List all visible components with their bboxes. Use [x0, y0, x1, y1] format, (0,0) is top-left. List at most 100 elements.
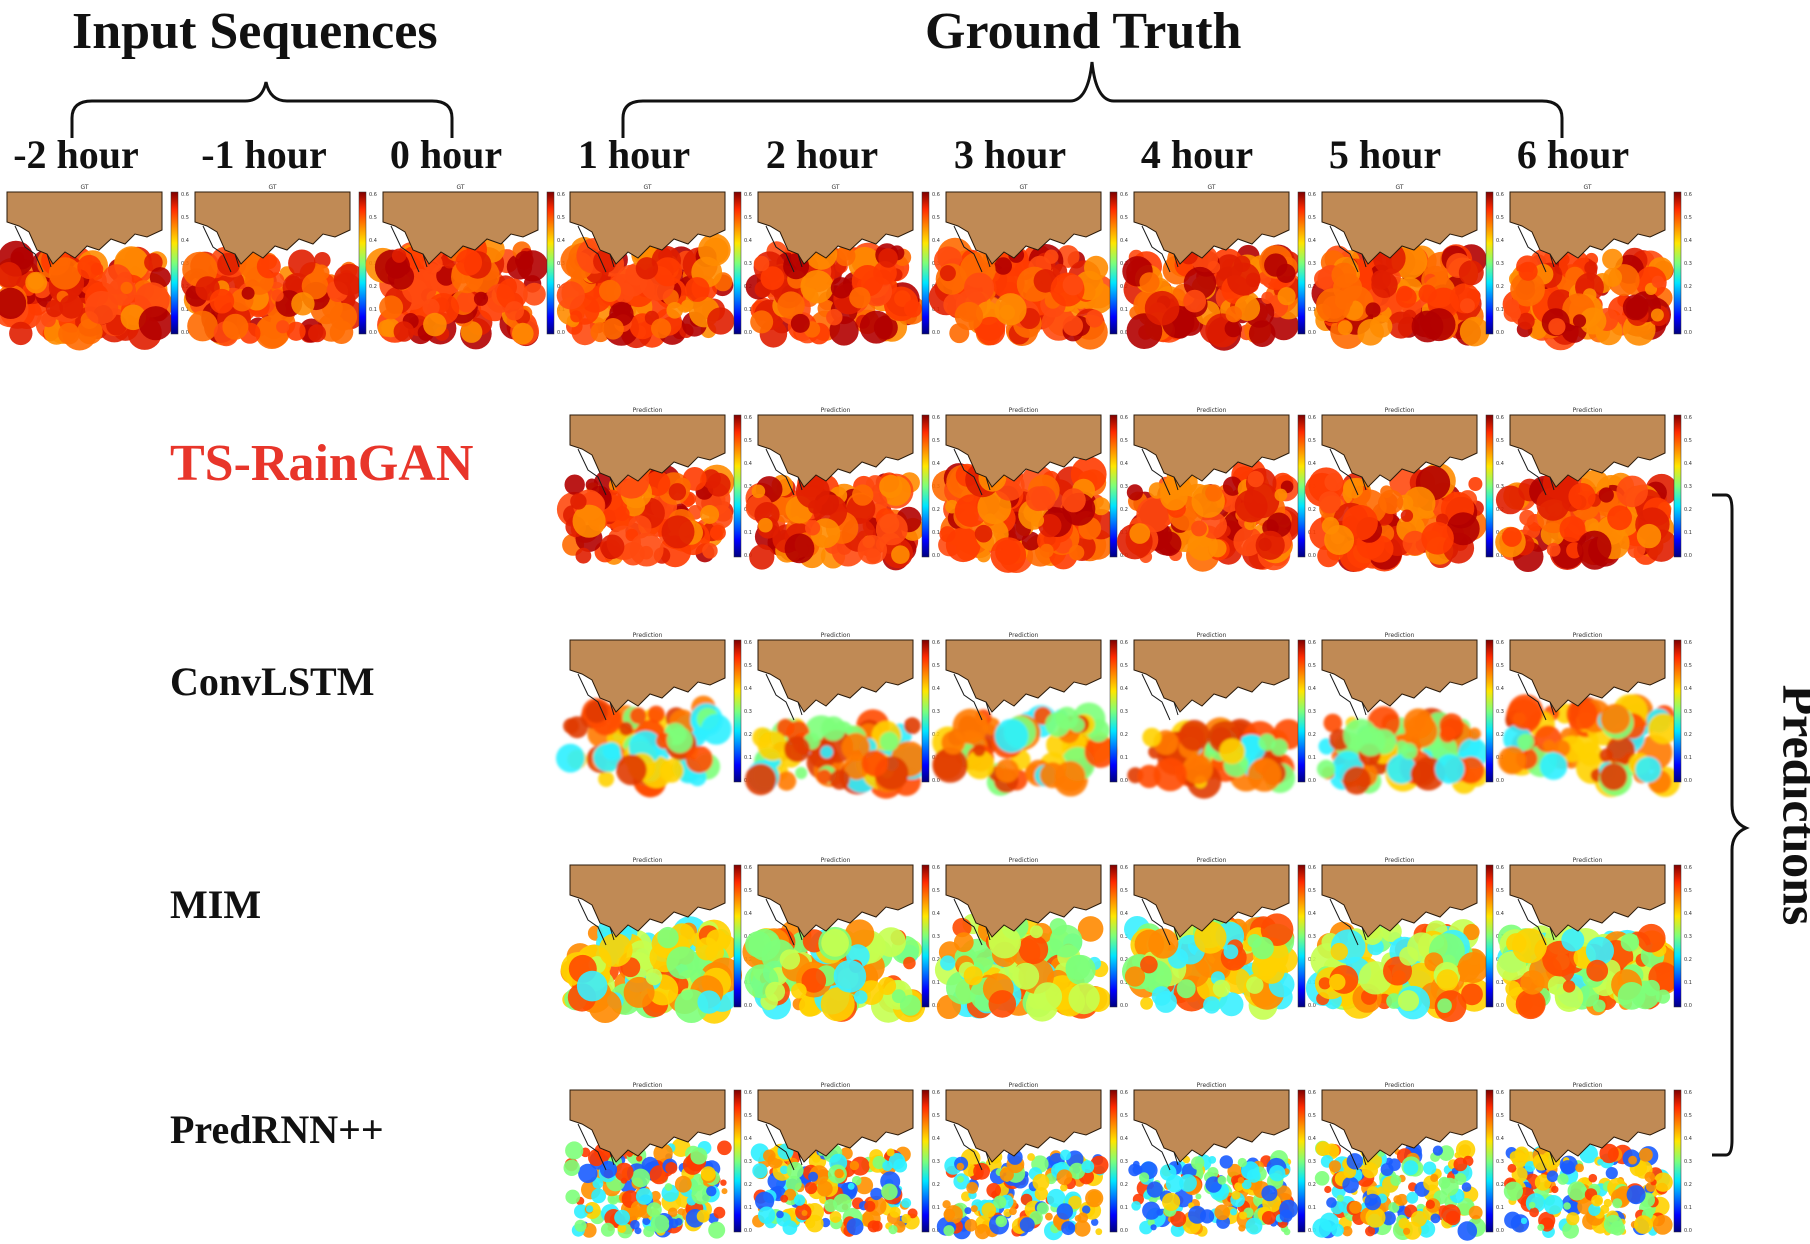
gt-panel-8-title: GT: [1395, 184, 1403, 191]
pred-panel-2-2-cb-tick: 0.3: [932, 709, 940, 715]
pred-panel-2-4: Prediction 0.6 0.5 0.4 0.3 0.2 0.1 0.0: [1127, 632, 1316, 799]
pred-panel-3-2-title: Prediction: [821, 857, 851, 864]
gt-panel-9-cb-tick: 0.6: [1684, 192, 1692, 198]
pred-panel-3-5-cb-tick: 0.0: [1496, 1003, 1504, 1009]
gt-panel-1-cb-tick: 0.4: [181, 238, 189, 244]
pred-panel-4-5-cb-tick: 0.3: [1496, 1159, 1504, 1165]
pred-panel-1-2-cb-tick: 0.6: [932, 415, 940, 421]
pred-panel-4-2-cb-tick: 0.1: [932, 1205, 940, 1211]
gt-panel-6-cb-tick: 0.1: [1120, 307, 1128, 313]
pred-panel-1-4-cb-tick: 0.4: [1308, 461, 1316, 467]
gt-panel-3-cb-tick: 0.6: [557, 192, 565, 198]
gt-panel-7-cb-tick: 0.6: [1308, 192, 1316, 198]
pred-panel-3-2-cb-tick: 0.1: [932, 980, 940, 986]
pred-panel-4-3-title: Prediction: [1009, 1082, 1039, 1089]
gt-panel-6: GT0.60.50.40.30.20.10.0: [928, 184, 1128, 350]
pred-panel-1-3-title: Prediction: [1009, 407, 1039, 414]
pred-panel-2-1-cb-tick: 0.4: [744, 686, 752, 692]
pred-panel-2-1-cb-tick: 0.3: [744, 709, 752, 715]
pred-panel-4-6: Prediction 0.6 0.5 0.4 0.3 0.2 0.1 0.0: [1503, 1082, 1692, 1239]
pred-panel-2-4-cb-tick: 0.6: [1308, 640, 1316, 646]
pred-panel-2-3-cb-tick: 0.0: [1120, 778, 1128, 784]
pred-panel-4-1-cb-tick: 0.4: [744, 1136, 752, 1142]
pred-panel-4-1-title: Prediction: [633, 1082, 663, 1089]
pred-panel-1-5-cb-tick: 0.2: [1496, 507, 1504, 513]
gt-panel-2: GT0.60.50.40.30.20.10.0: [181, 184, 377, 350]
pred-panel-2-3-cb-tick: 0.2: [1120, 732, 1128, 738]
pred-panel-4-4-cb-tick: 0.1: [1308, 1205, 1316, 1211]
pred-panel-4-3-cb-tick: 0.5: [1120, 1113, 1128, 1119]
pred-panel-3-6-cb-tick: 0.0: [1684, 1003, 1692, 1009]
time-label-output-6: 6 hour: [1516, 132, 1630, 177]
pred-panel-1-1-cb-tick: 0.6: [744, 415, 752, 421]
pred-panel-3-1-title: Prediction: [633, 857, 663, 864]
pred-panel-4-3-cb-tick: 0.2: [1120, 1182, 1128, 1188]
gt-panel-4-cb-tick: 0.1: [744, 307, 752, 313]
time-label-output-5: 5 hour: [1328, 132, 1442, 177]
pred-panel-3-1-cb-tick: 0.0: [744, 1003, 752, 1009]
pred-panel-3-2-cb-tick: 0.0: [932, 1003, 940, 1009]
pred-panel-3-6-cb-tick: 0.4: [1684, 911, 1692, 917]
pred-panel-4-3-cb-tick: 0.1: [1120, 1205, 1128, 1211]
gt-panel-5-cb-tick: 0.6: [932, 192, 940, 198]
pred-panel-2-6-cb-tick: 0.5: [1684, 663, 1692, 669]
gt-panel-2-cb-tick: 0.5: [369, 215, 377, 221]
pred-panel-4-6-cb-tick: 0.6: [1684, 1090, 1692, 1096]
pred-panel-4-5-cb-tick: 0.1: [1496, 1205, 1504, 1211]
pred-panel-3-6-cb-tick: 0.3: [1684, 934, 1692, 940]
pred-panel-4-5: Prediction 0.6 0.5 0.4 0.3 0.2 0.1 0.0: [1312, 1082, 1504, 1241]
gt-panel-2-cb-tick: 0.2: [369, 284, 377, 290]
pred-panel-4-3: Prediction 0.6 0.5 0.4 0.3 0.2 0.1 0.0: [936, 1082, 1128, 1241]
gt-panel-4-cb-tick: 0.4: [744, 238, 752, 244]
pred-panel-2-2: Prediction 0.6 0.5 0.4 0.3 0.2 0.1 0.0: [745, 632, 940, 799]
time-label-output-3: 3 hour: [953, 132, 1067, 177]
pred-panel-2-4-cb-tick: 0.4: [1308, 686, 1316, 692]
gt-panel-7-cb-tick: 0.1: [1308, 307, 1316, 313]
gt-panel-2-cb-tick: 0.0: [369, 330, 377, 336]
pred-panel-4-5-cb-tick: 0.6: [1496, 1090, 1504, 1096]
pred-panel-4-5-cb-tick: 0.5: [1496, 1113, 1504, 1119]
pred-panel-3-4: Prediction 0.6 0.5 0.4 0.3 0.2 0.1 0.0: [1122, 857, 1316, 1020]
gt-panel-6-title: GT: [1019, 184, 1027, 191]
pred-panel-4-2-cb-tick: 0.6: [932, 1090, 940, 1096]
gt-panel-7-cb-tick: 0.4: [1308, 238, 1316, 244]
pred-panel-2-1-cb-tick: 0.6: [744, 640, 752, 646]
gt-panel-8-cb-tick: 0.1: [1496, 307, 1504, 313]
pred-panel-2-2-title: Prediction: [821, 632, 851, 639]
pred-panel-4-2: Prediction 0.6 0.5 0.4 0.3 0.2 0.1 0.0: [750, 1082, 940, 1237]
pred-panel-1-5-cb-tick: 0.6: [1496, 415, 1504, 421]
time-label-input-2: -1 hour: [201, 132, 327, 177]
pred-panel-4-2-title: Prediction: [821, 1082, 851, 1089]
pred-panel-1-2-cb-tick: 0.5: [932, 438, 940, 444]
gt-panel-8-cb-tick: 0.3: [1496, 261, 1504, 267]
time-label-output-1: 1 hour: [577, 132, 691, 177]
pred-panel-1-3-cb-tick: 0.3: [1120, 484, 1128, 490]
gt-panel-2-cb-tick: 0.6: [369, 192, 377, 198]
gt-panel-1-title: GT: [80, 184, 88, 191]
gt-panel-9: GT 0.6 0.5 0.4 0.3 0.2 0.1 0.0: [1502, 184, 1692, 351]
gt-panel-3-cb-tick: 0.4: [557, 238, 565, 244]
pred-panel-2-3: Prediction 0.6 0.5 0.4 0.3 0.2 0.1 0.0: [932, 632, 1128, 797]
gt-panel-6-cb-tick: 0.3: [1120, 261, 1128, 267]
pred-panel-4-4-title: Prediction: [1197, 1082, 1227, 1089]
pred-panel-4-3-cb-tick: 0.3: [1120, 1159, 1128, 1165]
pred-panel-4-5-cb-tick: 0.0: [1496, 1228, 1504, 1234]
pred-panel-3-4-cb-tick: 0.4: [1308, 911, 1316, 917]
pred-panel-3-3: Prediction 0.6 0.5 0.4 0.3 0.2 0.1 0.0: [934, 857, 1128, 1022]
pred-panel-3-3-cb-tick: 0.5: [1120, 888, 1128, 894]
pred-panel-4-2-cb-tick: 0.4: [932, 1136, 940, 1142]
pred-panel-3-5-cb-tick: 0.1: [1496, 980, 1504, 986]
pred-panel-1-6-cb-tick: 0.0: [1684, 553, 1692, 559]
time-label-output-4: 4 hour: [1140, 132, 1254, 177]
gt-panel-1-cb-tick: 0.5: [181, 215, 189, 221]
gt-panel-1-cb-tick: 0.6: [181, 192, 189, 198]
pred-panel-4-4-cb-tick: 0.6: [1308, 1090, 1316, 1096]
pred-panel-1-5-cb-tick: 0.5: [1496, 438, 1504, 444]
gt-panel-7: GT 0.6 0.5 0.4 0.3 0.2 0.1 0.0: [1122, 184, 1316, 351]
pred-panel-4-4-cb-tick: 0.3: [1308, 1159, 1316, 1165]
pred-panel-1-2: Prediction 0.6 0.5 0.4 0.3 0.2 0.1 0.0: [745, 407, 940, 571]
pred-panel-2-4-cb-tick: 0.0: [1308, 778, 1316, 784]
